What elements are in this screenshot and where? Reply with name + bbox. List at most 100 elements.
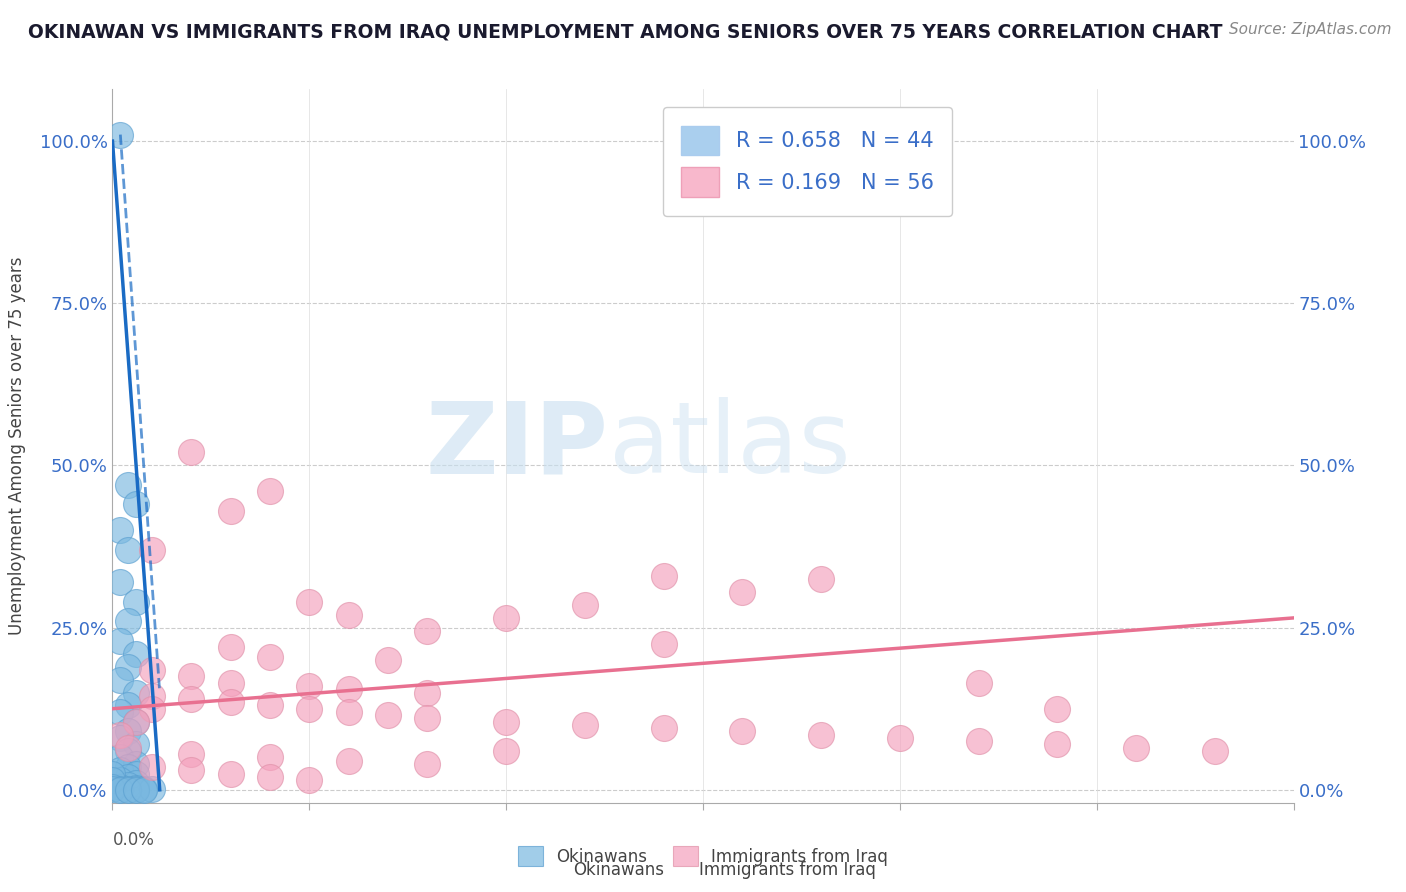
Point (132, 782, 155, 797)
Point (416, 685, 439, 699)
Point (110, 750, 132, 764)
Point (652, 568, 675, 582)
Point (125, 497, 148, 511)
Point (731, 724, 754, 739)
Point (180, 764, 202, 778)
Point (889, 731, 911, 745)
Point (967, 734, 990, 748)
Point (416, 624, 439, 638)
Point (117, 698, 139, 713)
Point (117, 778, 139, 792)
Point (180, 669, 202, 683)
Point (219, 766, 242, 780)
Point (141, 702, 163, 716)
Point (259, 649, 281, 664)
Point (259, 698, 281, 713)
Point (110, 780, 132, 794)
Point (125, 776, 148, 790)
Point (574, 718, 596, 732)
Point (377, 653, 399, 667)
Text: Okinawans: Okinawans (574, 861, 664, 879)
Point (298, 702, 321, 716)
Point (652, 637, 675, 651)
Point (117, 659, 139, 673)
Point (810, 728, 832, 742)
Point (125, 782, 148, 797)
Point (101, 782, 124, 797)
Point (298, 595, 321, 609)
Point (967, 675, 990, 690)
Point (1046, 702, 1069, 716)
Point (125, 780, 148, 795)
Point (219, 675, 242, 690)
Point (495, 744, 517, 758)
Point (219, 695, 242, 709)
Point (117, 740, 139, 755)
Text: atlas: atlas (609, 398, 851, 494)
Point (1125, 740, 1147, 755)
Point (110, 633, 132, 648)
Point (416, 711, 439, 725)
Point (259, 750, 281, 764)
Point (125, 766, 148, 780)
Point (298, 679, 321, 693)
Point (117, 542, 139, 557)
Point (337, 705, 360, 719)
Point (117, 614, 139, 628)
Point (125, 647, 148, 661)
Point (1204, 744, 1226, 758)
Point (125, 685, 148, 699)
Point (141, 663, 163, 677)
Point (110, 782, 132, 797)
Text: 0.0%: 0.0% (112, 831, 155, 849)
Point (110, 731, 132, 745)
Point (125, 738, 148, 752)
Point (810, 572, 832, 586)
Point (377, 708, 399, 723)
Point (101, 773, 124, 788)
Point (337, 607, 360, 622)
Point (259, 770, 281, 784)
Point (110, 705, 132, 719)
Point (180, 692, 202, 706)
Point (110, 773, 132, 788)
Point (219, 640, 242, 654)
Point (117, 760, 139, 774)
Point (219, 504, 242, 518)
Text: Source: ZipAtlas.com: Source: ZipAtlas.com (1229, 22, 1392, 37)
Point (731, 585, 754, 599)
Point (132, 782, 155, 797)
Point (110, 673, 132, 687)
Legend: Okinawans, Immigrants from Iraq: Okinawans, Immigrants from Iraq (512, 839, 894, 873)
Point (101, 766, 124, 780)
Point (141, 542, 163, 557)
Point (125, 782, 148, 797)
Point (117, 770, 139, 784)
Point (110, 575, 132, 590)
Point (117, 724, 139, 739)
Point (125, 756, 148, 771)
Point (1046, 738, 1069, 752)
Point (125, 714, 148, 729)
Text: OKINAWAN VS IMMIGRANTS FROM IRAQ UNEMPLOYMENT AMONG SENIORS OVER 75 YEARS CORREL: OKINAWAN VS IMMIGRANTS FROM IRAQ UNEMPLO… (28, 22, 1223, 41)
Point (117, 478, 139, 492)
Point (117, 782, 139, 797)
Point (495, 611, 517, 625)
Point (416, 756, 439, 771)
Point (495, 714, 517, 729)
Point (117, 782, 139, 797)
Point (110, 764, 132, 778)
Point (125, 714, 148, 729)
Point (652, 721, 675, 735)
Y-axis label: Unemployment Among Seniors over 75 years: Unemployment Among Seniors over 75 years (7, 257, 25, 635)
Point (141, 760, 163, 774)
Point (574, 598, 596, 612)
Text: Immigrants from Iraq: Immigrants from Iraq (699, 861, 876, 879)
Point (110, 728, 132, 742)
Point (180, 747, 202, 761)
Point (141, 782, 163, 797)
Text: ZIP: ZIP (426, 398, 609, 494)
Point (110, 782, 132, 797)
Point (110, 128, 132, 142)
Point (337, 682, 360, 697)
